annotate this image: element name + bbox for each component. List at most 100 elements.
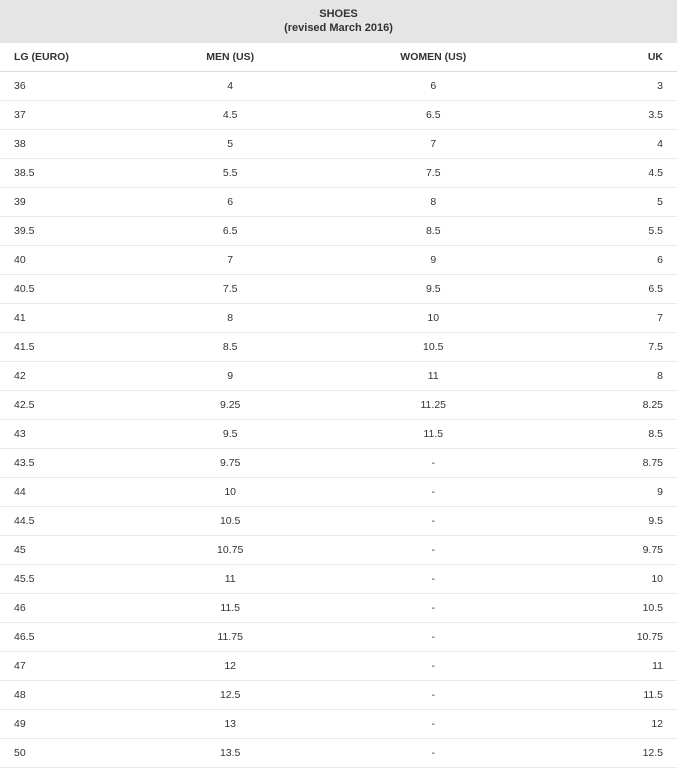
table-row: 418107 (0, 303, 677, 332)
cell-uk: 10.75 (542, 622, 677, 651)
cell-lg: 46 (0, 593, 135, 622)
table-row: 41.58.510.57.5 (0, 332, 677, 361)
table-header: SHOES (revised March 2016) (0, 0, 677, 43)
cell-lg: 38.5 (0, 158, 135, 187)
cell-women: - (325, 709, 542, 738)
table-body: 36463374.56.53.53857438.55.57.54.5396853… (0, 71, 677, 767)
cell-uk: 8.75 (542, 448, 677, 477)
cell-men: 11.75 (135, 622, 325, 651)
cell-women: 9.5 (325, 274, 542, 303)
table-row: 36463 (0, 71, 677, 100)
cell-uk: 9.75 (542, 535, 677, 564)
table-row: 429118 (0, 361, 677, 390)
cell-women: - (325, 622, 542, 651)
cell-men: 4 (135, 71, 325, 100)
cell-women: 7 (325, 129, 542, 158)
cell-men: 13.5 (135, 738, 325, 767)
cell-uk: 9 (542, 477, 677, 506)
cell-uk: 10 (542, 564, 677, 593)
col-header-lg: LG (EURO) (0, 43, 135, 72)
col-header-men: MEN (US) (135, 43, 325, 72)
table-row: 4510.75-9.75 (0, 535, 677, 564)
cell-women: 8 (325, 187, 542, 216)
cell-lg: 45 (0, 535, 135, 564)
table-row: 439.511.58.5 (0, 419, 677, 448)
header-title: SHOES (0, 7, 677, 21)
cell-women: - (325, 738, 542, 767)
cell-men: 9.75 (135, 448, 325, 477)
cell-women: - (325, 564, 542, 593)
cell-women: 8.5 (325, 216, 542, 245)
cell-uk: 3 (542, 71, 677, 100)
cell-men: 8 (135, 303, 325, 332)
cell-lg: 40.5 (0, 274, 135, 303)
cell-women: 11.25 (325, 390, 542, 419)
cell-women: 9 (325, 245, 542, 274)
cell-women: 7.5 (325, 158, 542, 187)
cell-lg: 47 (0, 651, 135, 680)
cell-uk: 10.5 (542, 593, 677, 622)
cell-women: 6 (325, 71, 542, 100)
cell-men: 12.5 (135, 680, 325, 709)
cell-men: 6.5 (135, 216, 325, 245)
cell-lg: 38 (0, 129, 135, 158)
cell-women: 11 (325, 361, 542, 390)
col-header-women: WOMEN (US) (325, 43, 542, 72)
cell-uk: 11.5 (542, 680, 677, 709)
table-row: 4812.5-11.5 (0, 680, 677, 709)
cell-women: - (325, 448, 542, 477)
cell-uk: 12.5 (542, 738, 677, 767)
cell-lg: 45.5 (0, 564, 135, 593)
cell-lg: 44.5 (0, 506, 135, 535)
cell-men: 12 (135, 651, 325, 680)
cell-lg: 50 (0, 738, 135, 767)
cell-women: 10 (325, 303, 542, 332)
cell-women: - (325, 680, 542, 709)
cell-uk: 12 (542, 709, 677, 738)
cell-uk: 6 (542, 245, 677, 274)
cell-women: - (325, 535, 542, 564)
cell-women: - (325, 651, 542, 680)
cell-women: 10.5 (325, 332, 542, 361)
cell-men: 10 (135, 477, 325, 506)
cell-uk: 8.25 (542, 390, 677, 419)
cell-uk: 3.5 (542, 100, 677, 129)
cell-uk: 11 (542, 651, 677, 680)
table-row: 39685 (0, 187, 677, 216)
cell-lg: 44 (0, 477, 135, 506)
table-row: 38574 (0, 129, 677, 158)
cell-women: - (325, 477, 542, 506)
table-row: 44.510.5-9.5 (0, 506, 677, 535)
cell-lg: 43.5 (0, 448, 135, 477)
cell-uk: 8 (542, 361, 677, 390)
cell-men: 6 (135, 187, 325, 216)
cell-lg: 40 (0, 245, 135, 274)
cell-men: 9.25 (135, 390, 325, 419)
cell-women: - (325, 506, 542, 535)
header-subtitle: (revised March 2016) (0, 21, 677, 35)
cell-lg: 41.5 (0, 332, 135, 361)
cell-uk: 9.5 (542, 506, 677, 535)
cell-men: 11 (135, 564, 325, 593)
table-row: 45.511-10 (0, 564, 677, 593)
cell-lg: 48 (0, 680, 135, 709)
cell-uk: 4 (542, 129, 677, 158)
cell-lg: 43 (0, 419, 135, 448)
cell-lg: 37 (0, 100, 135, 129)
shoe-size-table: LG (EURO) MEN (US) WOMEN (US) UK 3646337… (0, 43, 677, 768)
cell-lg: 42.5 (0, 390, 135, 419)
cell-men: 10.75 (135, 535, 325, 564)
cell-uk: 4.5 (542, 158, 677, 187)
table-row: 4712-11 (0, 651, 677, 680)
table-row: 4410-9 (0, 477, 677, 506)
table-row: 46.511.75-10.75 (0, 622, 677, 651)
cell-women: 11.5 (325, 419, 542, 448)
cell-men: 8.5 (135, 332, 325, 361)
cell-men: 9.5 (135, 419, 325, 448)
table-row: 42.59.2511.258.25 (0, 390, 677, 419)
cell-women: 6.5 (325, 100, 542, 129)
table-row: 5013.5-12.5 (0, 738, 677, 767)
cell-men: 9 (135, 361, 325, 390)
table-row: 39.56.58.55.5 (0, 216, 677, 245)
cell-men: 13 (135, 709, 325, 738)
